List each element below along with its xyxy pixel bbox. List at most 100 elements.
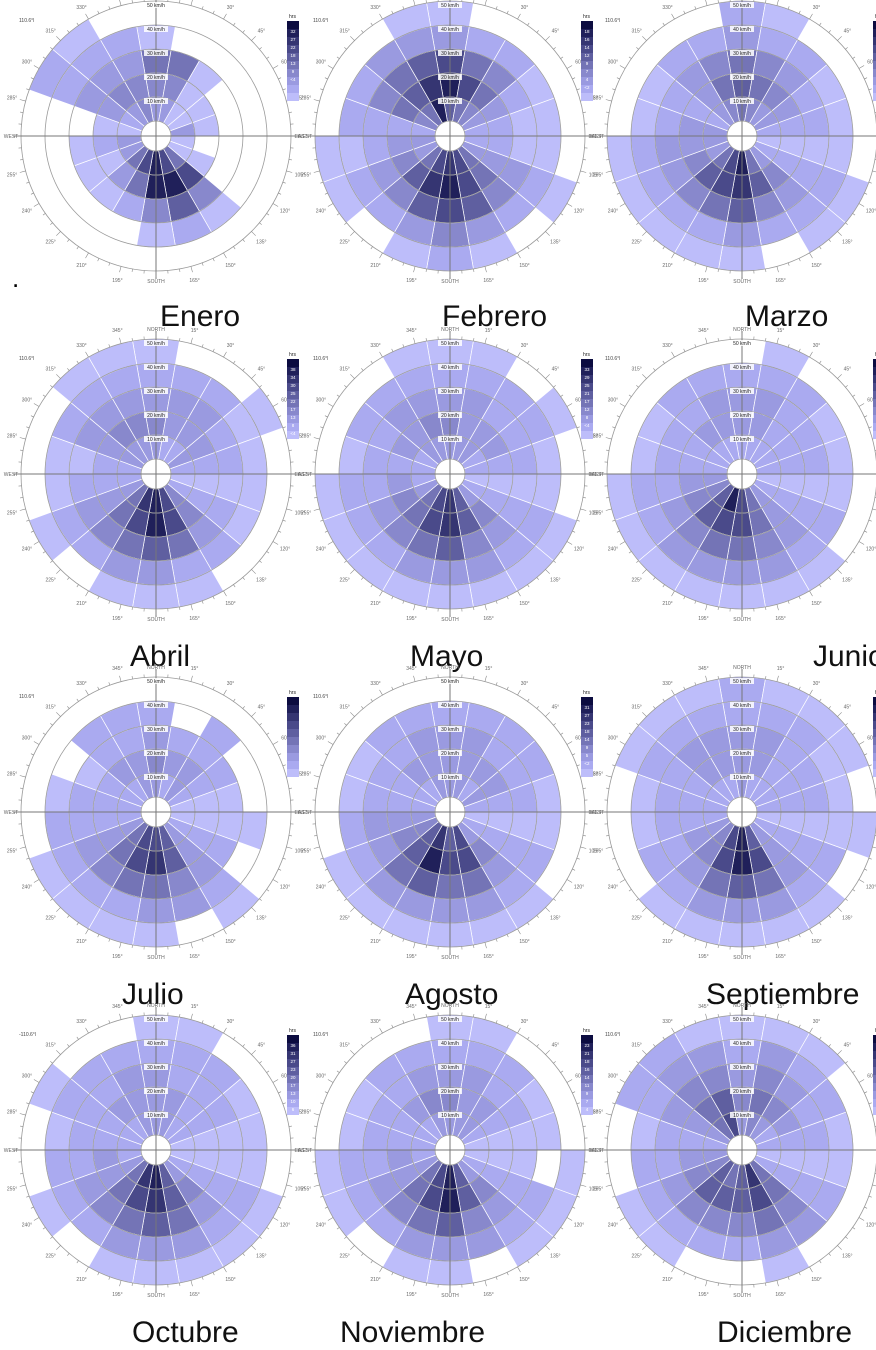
bearing-tick — [868, 181, 872, 184]
legend-swatch — [873, 415, 876, 423]
bearing-tick — [336, 1227, 340, 1230]
ring-label-bg — [144, 50, 168, 56]
bearing-tick — [619, 1079, 626, 1083]
bearing-tick — [828, 1044, 831, 1047]
bearing-tick — [233, 246, 236, 250]
bearing-tick — [259, 47, 262, 50]
bearing-tick — [572, 530, 576, 533]
bearing-tick — [576, 426, 580, 429]
bearing-tick — [776, 675, 779, 682]
bearing-tick — [201, 600, 204, 604]
bearing-tick — [605, 437, 612, 440]
bearing-tick — [50, 47, 53, 50]
bearing-tick — [190, 266, 193, 273]
bearing-label: 315° — [339, 367, 349, 373]
bearing-tick — [572, 868, 576, 871]
bearing-tick — [642, 374, 647, 379]
ring-label-bg — [144, 774, 168, 780]
bearing-tick — [566, 203, 573, 207]
bearing-tick — [425, 606, 427, 610]
bearing-label: 30° — [521, 1019, 529, 1025]
bearing-tick — [288, 449, 292, 451]
ring-label: 50 km/h — [147, 341, 165, 347]
bearing-tick — [828, 706, 831, 709]
bearing-tick — [605, 99, 612, 102]
bearing-label: 120° — [280, 209, 290, 215]
bearing-tick — [545, 1245, 550, 1250]
bearing-tick — [19, 846, 26, 849]
bearing-tick — [858, 65, 865, 69]
bearing-tick — [653, 577, 656, 580]
legend-tick: 29 — [584, 375, 590, 380]
bearing-label: 45° — [844, 1043, 852, 1049]
legend-swatch — [873, 399, 876, 407]
bearing-tick — [553, 723, 556, 726]
bearing-tick — [858, 879, 865, 883]
bearing-label: 45° — [844, 367, 852, 373]
bearing-tick — [545, 231, 550, 236]
bearing-tick — [42, 1070, 46, 1073]
legend-tick: <2 — [584, 761, 590, 766]
bearing-tick — [787, 1276, 790, 1280]
bearing-tick — [495, 6, 498, 10]
legend-swatch — [287, 697, 299, 705]
bearing-tick — [272, 65, 279, 69]
bearing-tick — [282, 1195, 286, 1198]
bearing-tick — [350, 374, 355, 379]
ring-label: 20 km/h — [733, 1089, 751, 1095]
bearing-tick — [242, 239, 245, 242]
bearing-tick — [33, 65, 40, 69]
bearing-label: 195° — [406, 616, 416, 622]
bearing-tick — [484, 604, 487, 611]
bearing-tick — [874, 835, 876, 836]
legend-swatch — [581, 29, 593, 37]
bearing-label: 150° — [225, 601, 235, 607]
bearing-tick — [553, 47, 556, 50]
bearing-tick — [413, 604, 416, 611]
bearing-tick — [616, 77, 620, 80]
bearing-tick — [108, 1020, 111, 1024]
bearing-tick — [864, 415, 868, 418]
legend-swatch — [581, 53, 593, 61]
bearing-label: 300° — [316, 398, 326, 404]
bearing-tick — [619, 541, 626, 545]
bearing-tick — [336, 56, 340, 59]
bearing-tick — [212, 258, 215, 262]
north-label: NORTH — [441, 327, 459, 333]
legend-swatch — [581, 1035, 593, 1043]
bearing-tick — [605, 1184, 612, 1187]
legend-swatch — [873, 77, 876, 85]
bearing-tick — [324, 868, 328, 871]
bearing-tick — [361, 706, 364, 709]
bearing-tick — [837, 712, 842, 717]
ring-label: 30 km/h — [441, 51, 459, 57]
bearing-tick — [370, 1036, 373, 1040]
bearing-tick — [42, 1227, 46, 1230]
bearing-label: 315° — [339, 705, 349, 711]
legend-swatch — [873, 705, 876, 713]
bearing-tick — [251, 907, 256, 912]
bearing-tick — [97, 596, 100, 600]
bearing-tick — [868, 88, 872, 91]
bearing-tick — [212, 1272, 215, 1276]
ring-label-bg — [144, 98, 168, 104]
bearing-label: 315° — [631, 29, 641, 35]
bearing-tick — [776, 942, 779, 949]
bearing-tick — [553, 1061, 556, 1064]
bearing-tick — [119, 266, 122, 273]
bearing-tick — [324, 753, 328, 756]
bearing-label: 150° — [519, 1277, 529, 1283]
bearing-label: 330° — [76, 5, 86, 11]
legend-swatch — [873, 1107, 876, 1115]
west-label: WEST — [298, 134, 312, 140]
north-label: NORTH — [441, 665, 459, 671]
bearing-label: 165° — [189, 1292, 199, 1298]
bearing-tick — [874, 497, 876, 498]
legend-tick: 18 — [584, 1059, 590, 1064]
legend-swatch — [873, 1075, 876, 1083]
bearing-tick — [259, 222, 262, 225]
bearing-label: 195° — [406, 278, 416, 284]
bearing-tick — [506, 1272, 509, 1276]
bearing-tick — [582, 497, 586, 499]
bearing-tick — [517, 252, 521, 259]
